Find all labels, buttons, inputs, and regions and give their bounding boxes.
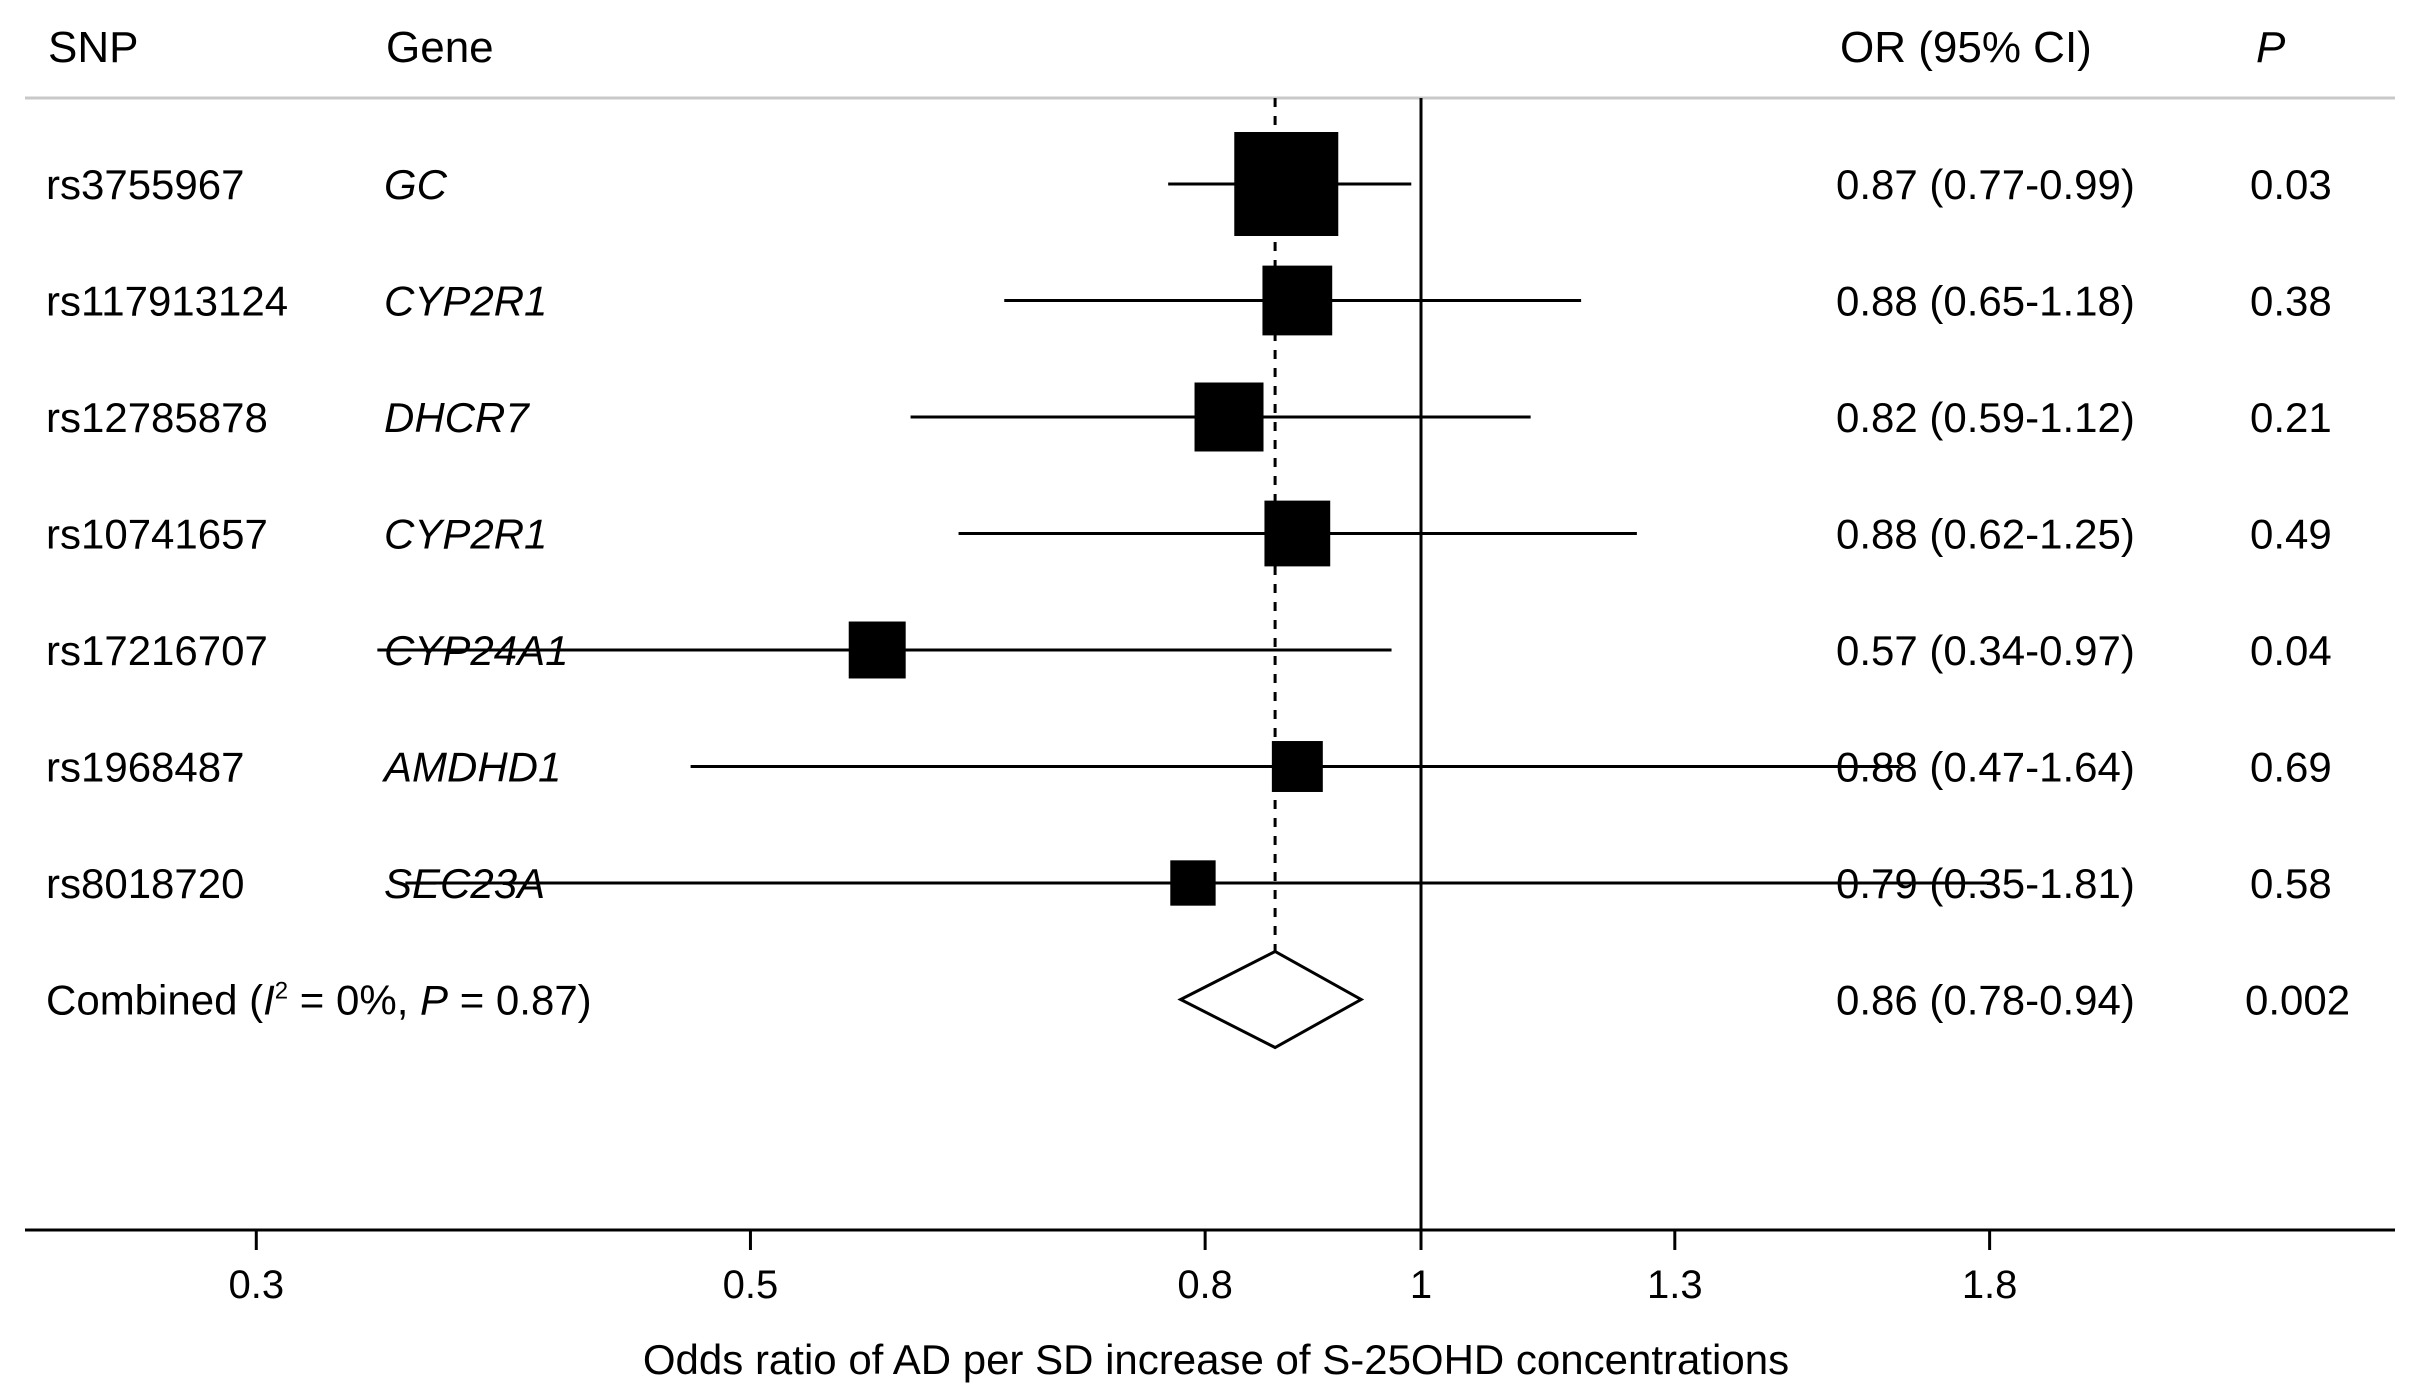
p-value: 0.49 xyxy=(2250,511,2332,558)
combined-p-symbol: P xyxy=(420,977,448,1024)
combined-p-value: = 0.87) xyxy=(448,977,592,1024)
point-estimate-square xyxy=(848,621,906,679)
combined-label: Combined (I2 = 0%, P = 0.87) xyxy=(46,977,592,1024)
i2-superscript: 2 xyxy=(275,978,288,1005)
gene-label: AMDHD1 xyxy=(381,744,561,791)
study-row-rs12785878: rs12785878 DHCR7 0.82 (0.59-1.12) 0.21 xyxy=(46,382,2332,452)
header-or-ci: OR (95% CI) xyxy=(1840,23,2092,72)
or-ci-value: 0.87 (0.77-0.99) xyxy=(1836,161,2135,208)
point-estimate-square xyxy=(1271,741,1323,792)
x-axis-label: Odds ratio of AD per SD increase of S-25… xyxy=(643,1336,1789,1383)
header-snp: SNP xyxy=(48,23,138,72)
study-row-rs1968487: rs1968487 AMDHD1 0.88 (0.47-1.64) 0.69 xyxy=(46,741,2332,792)
p-value: 0.03 xyxy=(2250,161,2332,208)
combined-p-result: 0.002 xyxy=(2245,977,2350,1024)
p-value: 0.69 xyxy=(2250,744,2332,791)
gene-label: CYP2R1 xyxy=(384,278,547,325)
x-tick-label: 0.8 xyxy=(1177,1263,1233,1307)
combined-row: Combined (I2 = 0%, P = 0.87) 0.86 (0.78-0… xyxy=(46,949,2350,1050)
point-estimate-square xyxy=(1170,860,1216,906)
header-p: P xyxy=(2256,23,2286,72)
combined-diamond xyxy=(1177,949,1365,1050)
gene-label: DHCR7 xyxy=(384,394,530,441)
x-tick-label: 0.3 xyxy=(228,1263,284,1307)
or-ci-value: 0.79 (0.35-1.81) xyxy=(1836,860,2135,907)
header-gene: Gene xyxy=(386,23,494,72)
gene-label: CYP2R1 xyxy=(384,511,547,558)
study-row-rs117913124: rs117913124 CYP2R1 0.88 (0.65-1.18) 0.38 xyxy=(46,265,2332,336)
or-ci-value: 0.88 (0.62-1.25) xyxy=(1836,511,2135,558)
p-value: 0.21 xyxy=(2250,394,2332,441)
p-value: 0.38 xyxy=(2250,278,2332,325)
x-tick-label: 1 xyxy=(1410,1263,1432,1307)
or-ci-value: 0.88 (0.47-1.64) xyxy=(1836,744,2135,791)
x-axis-ticks: 0.3 0.5 0.8 1 1.3 1.8 xyxy=(228,1230,2017,1307)
snp-label: rs117913124 xyxy=(46,278,288,325)
snp-label: rs17216707 xyxy=(46,627,268,674)
snp-label: rs8018720 xyxy=(46,860,245,907)
snp-label: rs3755967 xyxy=(46,161,245,208)
p-value: 0.04 xyxy=(2250,627,2332,674)
point-estimate-square xyxy=(1194,382,1264,452)
combined-prefix: Combined ( xyxy=(46,977,263,1024)
or-ci-value: 0.57 (0.34-0.97) xyxy=(1836,627,2135,674)
point-estimate-square xyxy=(1264,500,1331,567)
reference-lines xyxy=(1273,98,1423,1230)
i2-value: = 0%, xyxy=(288,977,420,1024)
x-tick-label: 1.8 xyxy=(1962,1263,2018,1307)
combined-or-ci-value: 0.86 (0.78-0.94) xyxy=(1836,977,2135,1024)
study-row-rs3755967: rs3755967 GC 0.87 (0.77-0.99) 0.03 xyxy=(46,132,2332,236)
study-row-rs8018720: rs8018720 SEC23A 0.79 (0.35-1.81) 0.58 xyxy=(46,860,2332,907)
gene-label: GC xyxy=(384,161,448,208)
point-estimate-square xyxy=(1234,132,1339,236)
or-ci-value: 0.88 (0.65-1.18) xyxy=(1836,278,2135,325)
study-row-rs17216707: rs17216707 CYP24A1 0.57 (0.34-0.97) 0.04 xyxy=(46,621,2332,679)
snp-label: rs10741657 xyxy=(46,511,268,558)
i2-symbol: I xyxy=(263,977,275,1024)
snp-label: rs12785878 xyxy=(46,394,268,441)
x-tick-label: 0.5 xyxy=(723,1263,779,1307)
study-rows: rs3755967 GC 0.87 (0.77-0.99) 0.03 rs1179131… xyxy=(46,132,2332,907)
point-estimate-square xyxy=(1262,265,1333,336)
x-tick-label: 1.3 xyxy=(1647,1263,1703,1307)
snp-label: rs1968487 xyxy=(46,744,245,791)
study-row-rs10741657: rs10741657 CYP2R1 0.88 (0.62-1.25) 0.49 xyxy=(46,500,2332,567)
or-ci-value: 0.82 (0.59-1.12) xyxy=(1836,394,2135,441)
p-value: 0.58 xyxy=(2250,860,2332,907)
